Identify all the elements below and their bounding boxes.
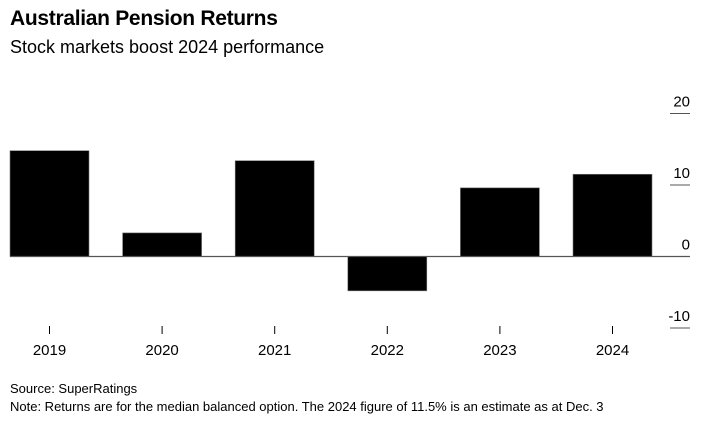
footnote: Note: Returns are for the median balance… bbox=[10, 399, 604, 414]
source-note: Source: SuperRatings bbox=[10, 381, 138, 396]
y-tick-label: 10 bbox=[673, 165, 690, 182]
x-tick-label: 2019 bbox=[33, 342, 66, 359]
y-tick-label: 0 bbox=[682, 237, 690, 254]
x-tick-label: 2023 bbox=[483, 342, 516, 359]
x-tick-label: 2024 bbox=[596, 342, 629, 359]
x-tick-label: 2022 bbox=[371, 342, 404, 359]
bar-2023 bbox=[460, 187, 540, 257]
bar-chart: 20 10 0 -10 2019 2020 2021 2022 2023 2024 bbox=[9, 94, 690, 359]
y-tick-label: 20 bbox=[673, 94, 690, 111]
bar-2019 bbox=[9, 150, 90, 257]
x-tick-label: 2020 bbox=[145, 342, 178, 359]
chart-subtitle: Stock markets boost 2024 performance bbox=[10, 37, 325, 57]
bar-2022 bbox=[347, 256, 428, 292]
chart-title: Australian Pension Returns bbox=[10, 7, 278, 30]
bar-2024 bbox=[572, 173, 653, 257]
y-tick-label: -10 bbox=[668, 308, 690, 325]
bar-2021 bbox=[234, 160, 315, 257]
x-tick-label: 2021 bbox=[258, 342, 291, 359]
bar-2020 bbox=[122, 232, 202, 257]
